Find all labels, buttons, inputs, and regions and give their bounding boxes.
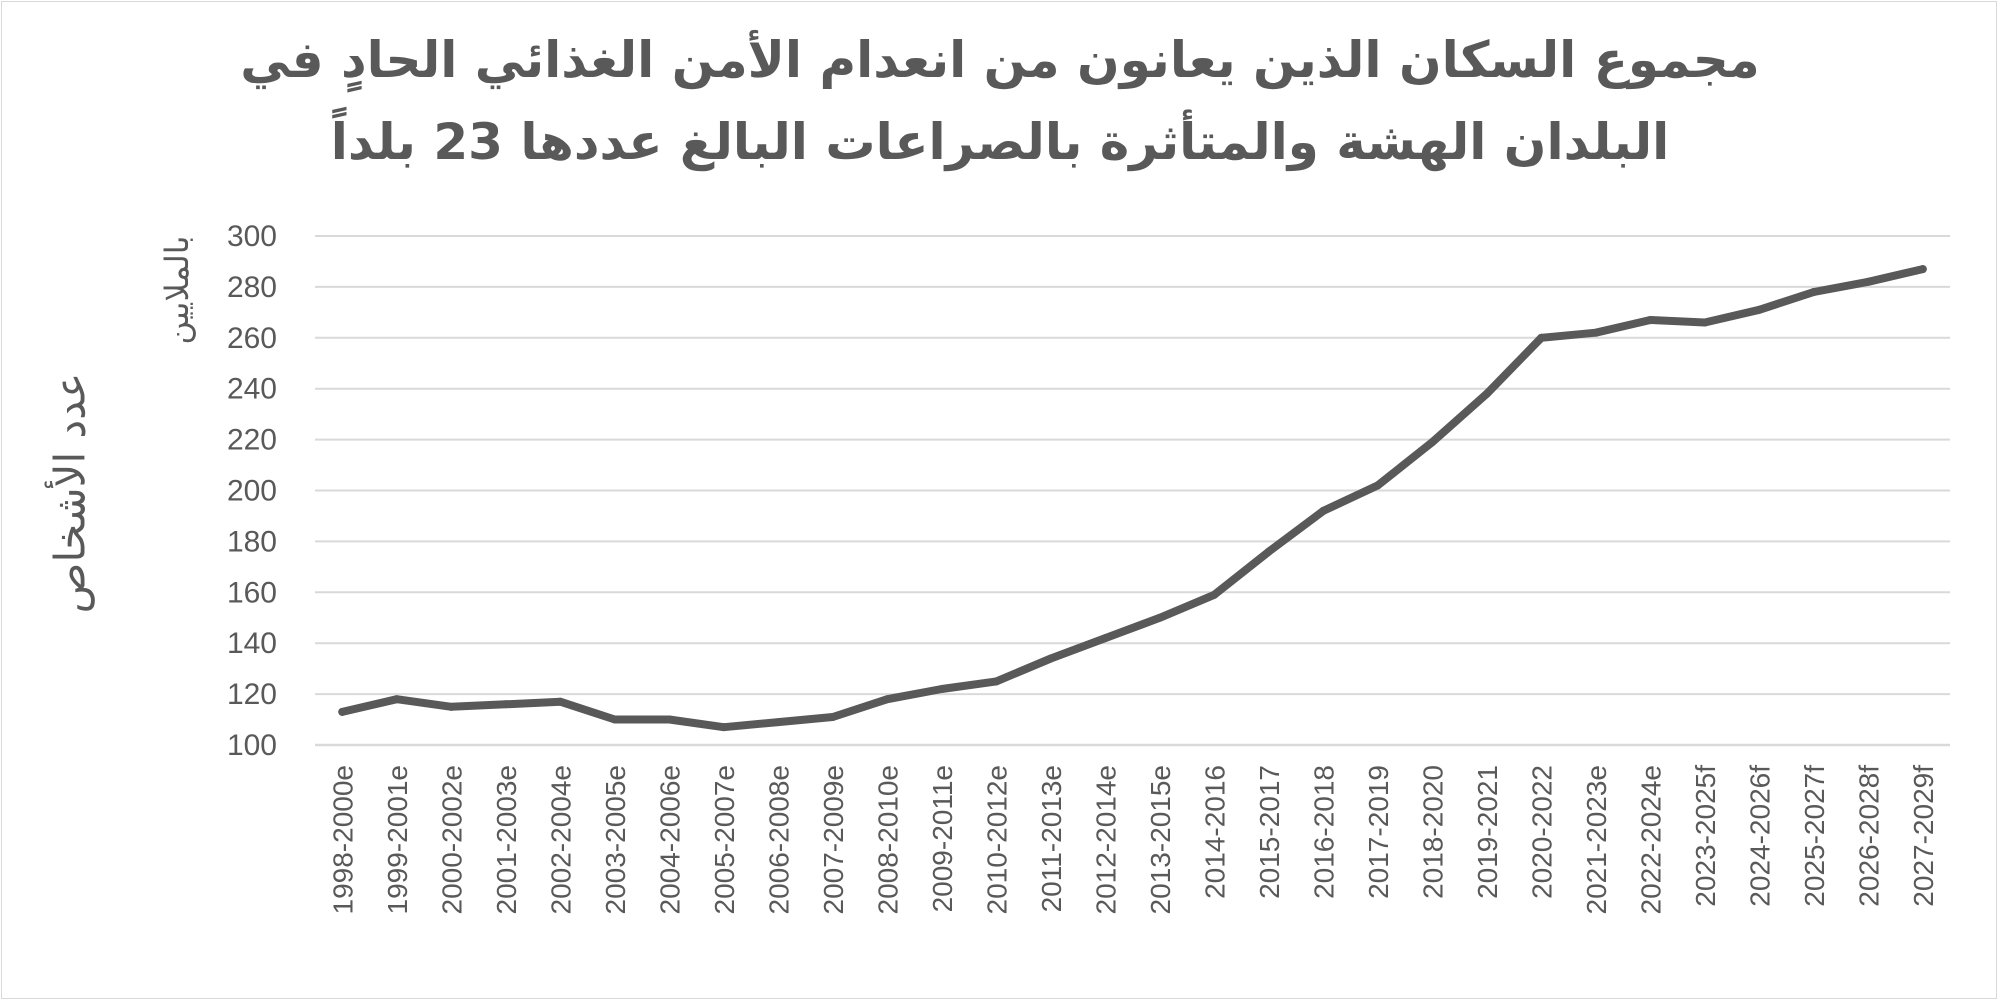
data-point	[1755, 305, 1764, 314]
x-tick-label: 2005-2007e	[709, 765, 740, 914]
x-tick-label: 2025-2027f	[1799, 765, 1830, 907]
data-point	[501, 700, 510, 709]
chart-title-line-2: البلدان الهشة والمتأثرة بالصراعات البالغ…	[330, 113, 1670, 171]
x-tick-label: 1998-2000e	[327, 765, 358, 914]
x-tick-label: 2004-2006e	[654, 765, 685, 914]
y-tick-label: 180	[227, 525, 277, 558]
data-point	[937, 685, 946, 694]
data-point	[828, 713, 837, 722]
y-tick-label: 200	[227, 475, 277, 508]
y-tick-label: 160	[227, 576, 277, 609]
gridlines	[315, 235, 1950, 747]
x-tick-label: 2010-2012e	[981, 765, 1012, 914]
data-point	[774, 718, 783, 727]
data-point	[992, 677, 1001, 686]
x-tick-label: 2006-2008e	[763, 765, 794, 914]
series-line	[338, 265, 1927, 732]
x-tick-label: 2003-2005e	[600, 765, 631, 914]
x-tick-label: 2026-2028f	[1853, 765, 1884, 907]
x-tick-label: 2008-2010e	[872, 765, 903, 914]
x-tick-label: 2014-2016	[1199, 765, 1230, 899]
data-point	[1319, 506, 1328, 515]
data-point	[1046, 654, 1055, 663]
x-tick-label: 2012-2014e	[1090, 765, 1121, 914]
x-tick-label: 2000-2002e	[436, 765, 467, 914]
data-point	[1537, 333, 1546, 342]
data-point	[665, 715, 674, 724]
x-tick-label: 2017-2019	[1363, 765, 1394, 899]
data-point	[1373, 481, 1382, 490]
data-point	[1264, 547, 1273, 556]
data-point	[1864, 277, 1873, 286]
x-tick-label: 2020-2022	[1526, 765, 1557, 899]
x-tick-label: 2011-2013e	[1036, 765, 1067, 912]
x-tick-label: 2027-2029f	[1908, 765, 1939, 907]
y-tick-label: 300	[227, 220, 277, 253]
x-tick-label: 1999-2001e	[382, 765, 413, 914]
y-tick-label: 140	[227, 627, 277, 660]
x-tick-label: 2002-2004e	[545, 765, 576, 914]
y-tick-label: 100	[227, 729, 277, 762]
data-point	[447, 702, 456, 711]
data-point	[1101, 634, 1110, 643]
data-point	[556, 697, 565, 706]
x-tick-label: 2023-2025f	[1690, 765, 1721, 907]
data-point	[1155, 613, 1164, 622]
y-tick-label: 280	[227, 271, 277, 304]
x-tick-label: 2024-2026f	[1744, 765, 1775, 907]
x-tick-label: 2007-2009e	[818, 765, 849, 914]
data-point	[610, 715, 619, 724]
data-point	[1918, 265, 1927, 274]
data-point	[1700, 318, 1709, 327]
data-point	[1210, 590, 1219, 599]
x-tick-label: 2022-2024e	[1635, 765, 1666, 914]
data-point	[392, 695, 401, 704]
chart-title-line-1: مجموع السكان الذين يعانون من انعدام الأم…	[240, 31, 1760, 89]
data-point	[719, 723, 728, 732]
x-tick-label: 2013-2015e	[1145, 765, 1176, 914]
x-tick-label: 2019-2021	[1472, 765, 1503, 899]
x-tick-label: 2015-2017	[1254, 765, 1285, 899]
y-axis-ticks: 100 120 140 160 180 200 220 240 260 280 300	[227, 220, 277, 762]
data-point	[1809, 287, 1818, 296]
y-tick-label: 240	[227, 373, 277, 406]
data-point	[1591, 328, 1600, 337]
y-tick-label: 260	[227, 322, 277, 355]
x-tick-label: 2021-2023e	[1581, 765, 1612, 914]
x-tick-label: 2016-2018	[1308, 765, 1339, 899]
y-tick-label: 120	[227, 678, 277, 711]
y-tick-label: 220	[227, 424, 277, 457]
data-point	[1646, 315, 1655, 324]
series-group	[338, 265, 1927, 732]
data-point	[1482, 389, 1491, 398]
data-point	[883, 695, 892, 704]
x-axis-ticks: 1998-2000e 1999-2001e 2000-2002e 2001-2003e…	[327, 765, 1939, 915]
data-point	[338, 707, 347, 716]
x-tick-label: 2018-2020	[1417, 765, 1448, 899]
x-tick-label: 2001-2003e	[491, 765, 522, 914]
x-tick-label: 2009-2011e	[927, 765, 958, 912]
data-point	[1428, 438, 1437, 447]
